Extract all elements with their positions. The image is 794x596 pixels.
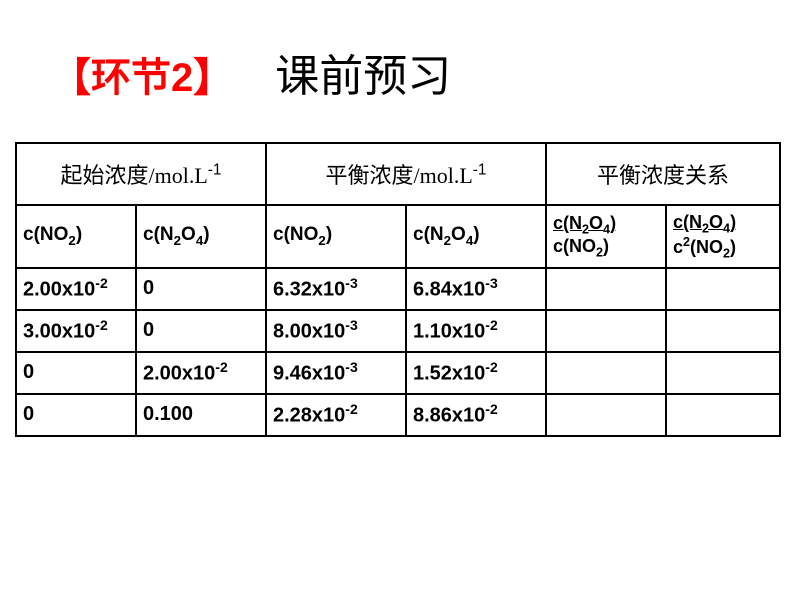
cell-0-2: 6.32x10-3 [266, 268, 406, 310]
table-row: 3.00x10-208.00x10-31.10x10-2 [16, 310, 780, 352]
cell-0-3: 6.84x10-3 [406, 268, 546, 310]
sub-header-1: c(N2O4) [136, 205, 266, 268]
main-title: 课前预习 [275, 40, 451, 104]
title-row: 【环节2】 课前预习 [15, 40, 779, 104]
cell-1-1: 0 [136, 310, 266, 352]
section-number: 2 [171, 56, 193, 100]
cell-1-2: 8.00x10-3 [266, 310, 406, 352]
cell-1-0: 3.00x10-2 [16, 310, 136, 352]
table-body: 2.00x10-206.32x10-36.84x10-33.00x10-208.… [16, 268, 780, 436]
cell-1-4 [546, 310, 666, 352]
cell-1-5 [666, 310, 780, 352]
sub-header-3: c(N2O4) [406, 205, 546, 268]
cell-3-4 [546, 394, 666, 436]
cell-2-1: 2.00x10-2 [136, 352, 266, 394]
cell-3-3: 8.86x10-2 [406, 394, 546, 436]
table-row: 02.00x10-29.46x10-31.52x10-2 [16, 352, 780, 394]
section-prefix: 【环节 [51, 55, 171, 100]
cell-1-3: 1.10x10-2 [406, 310, 546, 352]
section-suffix: 】 [193, 55, 233, 100]
cell-2-5 [666, 352, 780, 394]
group-header-1: 平衡浓度/mol.L-1 [266, 143, 546, 205]
sub-header-5: c(N2O4)c2(NO2) [666, 205, 780, 268]
cell-2-3: 1.52x10-2 [406, 352, 546, 394]
table-row: 2.00x10-206.32x10-36.84x10-3 [16, 268, 780, 310]
group-header-row: 起始浓度/mol.L-1平衡浓度/mol.L-1平衡浓度关系 [16, 143, 780, 205]
table-row: 00.1002.28x10-28.86x10-2 [16, 394, 780, 436]
sub-header-4: c(N2O4)c(NO2) [546, 205, 666, 268]
cell-3-0: 0 [16, 394, 136, 436]
sub-header-0: c(NO2) [16, 205, 136, 268]
cell-3-5 [666, 394, 780, 436]
group-header-0: 起始浓度/mol.L-1 [16, 143, 266, 205]
cell-3-1: 0.100 [136, 394, 266, 436]
cell-0-4 [546, 268, 666, 310]
cell-3-2: 2.28x10-2 [266, 394, 406, 436]
table-head: 起始浓度/mol.L-1平衡浓度/mol.L-1平衡浓度关系 c(NO2)c(N… [16, 143, 780, 268]
section-label: 【环节2】 [51, 45, 233, 103]
cell-2-2: 9.46x10-3 [266, 352, 406, 394]
sub-header-2: c(NO2) [266, 205, 406, 268]
concentration-table: 起始浓度/mol.L-1平衡浓度/mol.L-1平衡浓度关系 c(NO2)c(N… [15, 142, 781, 437]
cell-0-1: 0 [136, 268, 266, 310]
cell-0-5 [666, 268, 780, 310]
cell-2-0: 0 [16, 352, 136, 394]
group-header-2: 平衡浓度关系 [546, 143, 780, 205]
slide-container: 【环节2】 课前预习 起始浓度/mol.L-1平衡浓度/mol.L-1平衡浓度关… [0, 0, 794, 457]
cell-0-0: 2.00x10-2 [16, 268, 136, 310]
cell-2-4 [546, 352, 666, 394]
sub-header-row: c(NO2)c(N2O4)c(NO2)c(N2O4)c(N2O4)c(NO2)c… [16, 205, 780, 268]
